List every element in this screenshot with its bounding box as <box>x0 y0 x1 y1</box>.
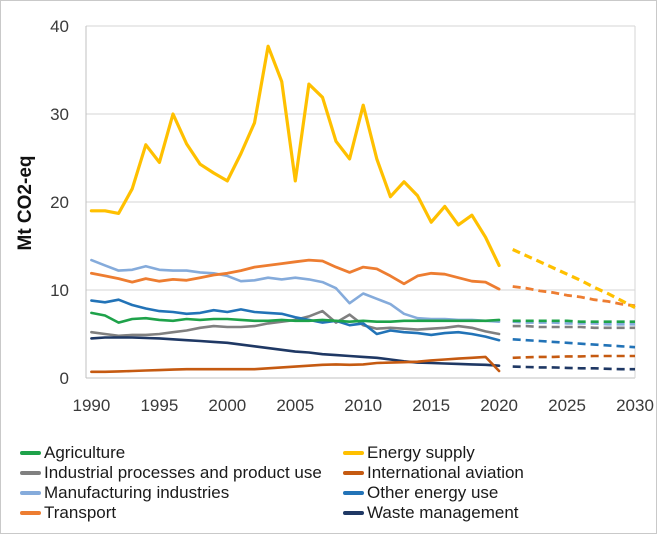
legend-item-industrial-processes-and-product-use: Industrial processes and product use <box>20 463 343 483</box>
series-projection-industrial-processes-and-product-use <box>512 324 635 330</box>
legend-item-agriculture: Agriculture <box>20 443 343 463</box>
x-axis-tick-label: 2005 <box>276 396 314 415</box>
legend-swatch-industrial-processes-and-product-use <box>20 471 41 475</box>
series-projection-energy-supply <box>512 248 636 310</box>
legend-label: Agriculture <box>44 443 126 462</box>
series-line-international-aviation <box>90 355 501 374</box>
series-projection-other-energy-use <box>512 338 636 349</box>
legend-label: Manufacturing industries <box>44 483 230 502</box>
series-line-waste-management <box>90 336 501 368</box>
y-axis-tick-label: 40 <box>50 17 69 36</box>
legend-swatch-waste-management <box>343 511 364 515</box>
legend-item-manufacturing-industries: Manufacturing industries <box>20 483 343 503</box>
legend-label: Industrial processes and product use <box>44 463 322 482</box>
series-line-other-energy-use <box>90 298 501 342</box>
legend-label: International aviation <box>367 463 524 482</box>
legend-label: Energy supply <box>367 443 475 462</box>
legend-item-transport: Transport <box>20 503 343 523</box>
x-axis-tick-label: 2020 <box>480 396 518 415</box>
y-axis-tick-label: 20 <box>50 193 69 212</box>
y-axis-tick-label: 10 <box>50 281 69 300</box>
legend-swatch-manufacturing-industries <box>20 491 41 495</box>
legend-item-energy-supply: Energy supply <box>343 443 650 463</box>
x-axis-tick-label: 2010 <box>344 396 382 415</box>
legend-swatch-energy-supply <box>343 451 364 455</box>
series-projection-agriculture <box>512 319 635 324</box>
legend-label: Other energy use <box>367 483 499 502</box>
legend-label: Waste management <box>367 503 519 522</box>
series-line-energy-supply <box>89 44 501 267</box>
legend-item-waste-management: Waste management <box>343 503 650 523</box>
legend-swatch-other-energy-use <box>343 491 364 495</box>
legend-swatch-international-aviation <box>343 471 364 475</box>
x-axis-tick-label: 2025 <box>548 396 586 415</box>
series-projection-manufacturing-industries <box>512 320 635 326</box>
x-axis-tick-label: 1995 <box>140 396 178 415</box>
legend-swatch-agriculture <box>20 451 41 455</box>
chart-legend: Agriculture Energy supply Industrial proce… <box>20 443 650 523</box>
legend-item-international-aviation: International aviation <box>343 463 650 483</box>
series-projection-waste-management <box>512 365 635 371</box>
series-line-industrial-processes-and-product-use <box>90 309 501 338</box>
y-axis-tick-label: 30 <box>50 105 69 124</box>
x-axis-tick-label: 2030 <box>616 396 654 415</box>
series-projection-transport <box>512 285 636 308</box>
series-line-agriculture <box>90 311 501 324</box>
y-axis-tick-label: 0 <box>60 369 69 388</box>
legend-label: Transport <box>44 503 117 522</box>
x-axis-tick-label: 2000 <box>208 396 246 415</box>
series-line-transport <box>90 258 501 291</box>
legend-swatch-transport <box>20 511 41 515</box>
legend-item-other-energy-use: Other energy use <box>343 483 650 503</box>
x-axis-tick-label: 2015 <box>412 396 450 415</box>
series-projection-international-aviation <box>512 354 635 360</box>
x-axis-tick-label: 1990 <box>73 396 111 415</box>
series-line-manufacturing-industries <box>90 258 501 324</box>
